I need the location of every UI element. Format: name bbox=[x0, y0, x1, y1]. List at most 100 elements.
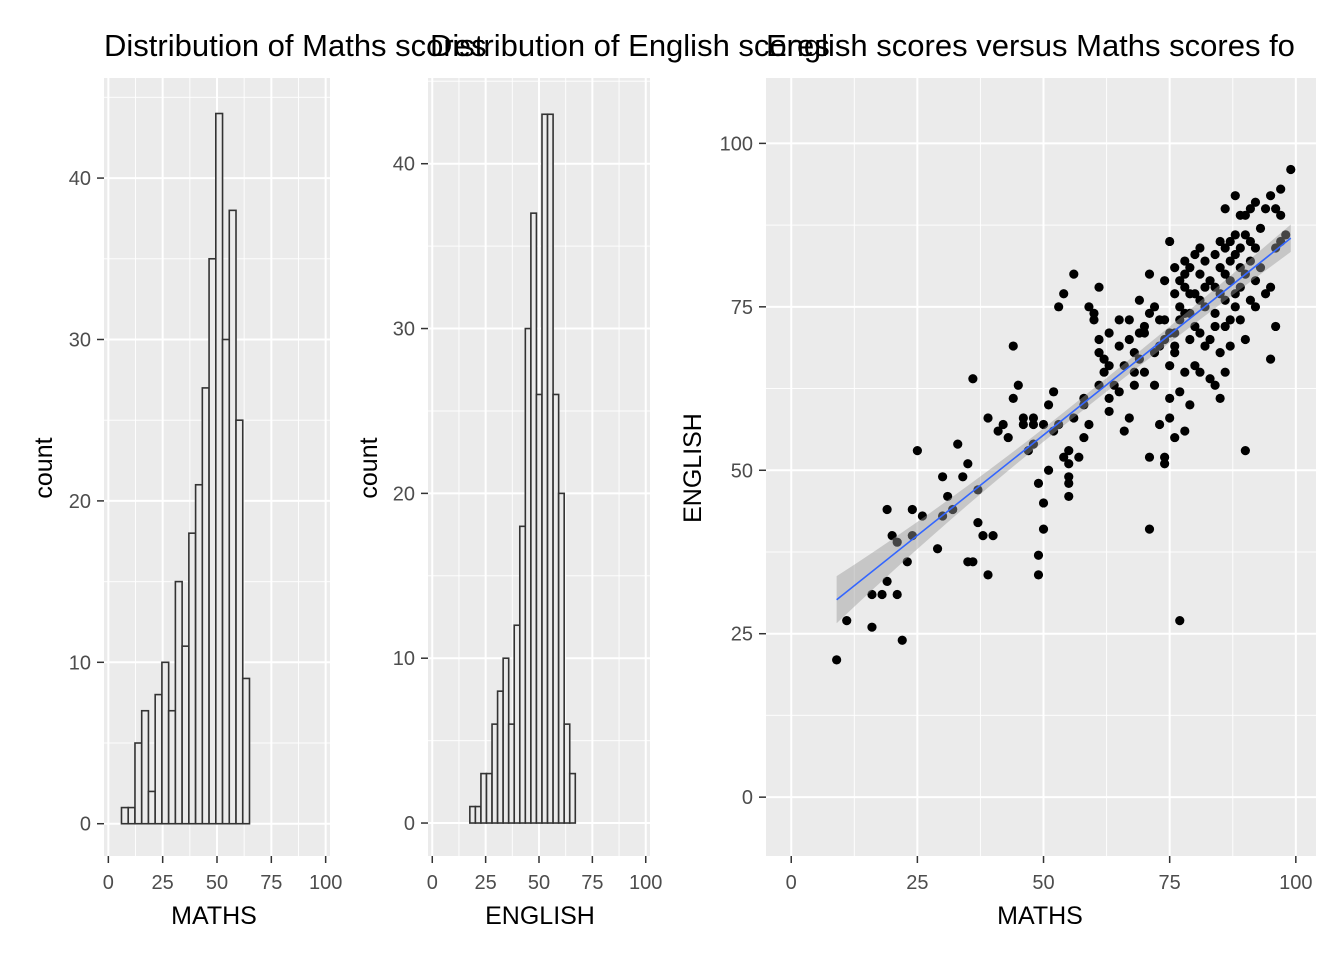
scatter-point bbox=[1240, 334, 1250, 345]
scatter-point bbox=[1225, 276, 1235, 286]
scatter-point bbox=[1049, 387, 1059, 397]
scatter-point bbox=[1160, 276, 1170, 286]
scatter-point bbox=[1170, 289, 1180, 299]
scatter-point bbox=[1165, 361, 1175, 371]
y-tick-label: 100 bbox=[720, 133, 753, 155]
scatter-point bbox=[1205, 276, 1215, 286]
scatter-point bbox=[1129, 367, 1139, 377]
scatter-point bbox=[1084, 419, 1094, 430]
scatter-point bbox=[892, 537, 902, 547]
scatter-point bbox=[998, 419, 1008, 430]
scatter-point bbox=[1165, 413, 1175, 423]
scatter-point bbox=[882, 576, 892, 587]
scatter-point bbox=[1260, 204, 1271, 214]
scatter-point bbox=[1220, 367, 1230, 377]
scatter-point bbox=[1220, 321, 1230, 332]
scatter-point bbox=[1064, 459, 1074, 469]
scatter-point bbox=[1245, 295, 1256, 305]
scatter-point bbox=[1230, 302, 1240, 312]
scatter-point bbox=[1230, 249, 1240, 260]
scatter-point bbox=[1180, 426, 1190, 436]
scatter-point bbox=[1064, 478, 1074, 488]
scatter-point bbox=[1165, 236, 1175, 247]
x-axis-title: MATHS bbox=[997, 902, 1083, 930]
english-histogram-panel: 0 25 50 75 100 0 10 20 30 40 ENGLISH count bbox=[355, 78, 662, 930]
scatter-point bbox=[1124, 413, 1134, 423]
y-tick-label: 20 bbox=[69, 491, 91, 513]
scatter-point bbox=[1245, 236, 1256, 247]
scatter-point bbox=[1195, 328, 1205, 338]
scatter-point bbox=[867, 622, 877, 632]
scatter-point bbox=[1033, 570, 1044, 580]
scatter-point bbox=[1099, 354, 1109, 364]
scatter-point bbox=[1230, 191, 1240, 201]
scatter-point bbox=[1013, 380, 1023, 390]
scatter-point bbox=[1245, 256, 1256, 266]
scatter-point bbox=[1200, 282, 1210, 292]
scatter-point bbox=[1069, 413, 1079, 423]
scatter-point bbox=[1240, 446, 1250, 456]
scatter-point bbox=[1276, 184, 1286, 194]
scatter-point bbox=[1185, 262, 1195, 273]
scatter-point bbox=[1210, 249, 1220, 260]
scatter-point bbox=[1240, 230, 1250, 240]
scatter-point bbox=[968, 557, 978, 567]
scatter-point bbox=[1175, 315, 1185, 325]
histogram-bar bbox=[557, 492, 565, 824]
scatter-point bbox=[1200, 256, 1210, 266]
scatter-point bbox=[1043, 465, 1054, 475]
x-tick-label: 100 bbox=[1279, 872, 1312, 894]
scatter-point bbox=[1205, 334, 1215, 345]
scatter-point bbox=[1175, 276, 1185, 286]
scatter-point bbox=[1250, 243, 1261, 253]
scatter-point bbox=[1054, 302, 1064, 312]
scatter-point bbox=[1170, 432, 1180, 443]
scatter-point bbox=[1215, 236, 1225, 247]
scatter-point bbox=[1038, 524, 1049, 534]
y-tick-label: 75 bbox=[731, 297, 753, 319]
x-tick-label: 75 bbox=[581, 872, 603, 894]
scatter-point bbox=[1154, 419, 1165, 430]
scatter-point bbox=[1104, 361, 1114, 371]
histogram-bar bbox=[469, 805, 477, 824]
scatter-point bbox=[1225, 236, 1235, 247]
histogram-bar bbox=[127, 806, 136, 825]
scatter-point bbox=[1200, 341, 1210, 351]
scatter-point bbox=[1144, 524, 1155, 534]
y-tick-label: 20 bbox=[393, 483, 415, 505]
scatter-point bbox=[1175, 387, 1185, 397]
scatter-point bbox=[1265, 282, 1276, 292]
histogram-bar bbox=[568, 772, 577, 824]
scatter-point bbox=[1119, 426, 1129, 436]
x-axis-title: MATHS bbox=[171, 902, 257, 930]
x-tick-label: 25 bbox=[906, 872, 928, 894]
scatter-point bbox=[1180, 269, 1190, 279]
scatter-point bbox=[1160, 315, 1170, 325]
scatter-point bbox=[1230, 230, 1240, 240]
scatter-point bbox=[1170, 341, 1180, 351]
scatter-point bbox=[1094, 380, 1104, 390]
scatter-point bbox=[1160, 452, 1170, 462]
histogram-bar bbox=[181, 645, 190, 825]
scatter-point bbox=[1220, 295, 1230, 305]
scatter-point bbox=[1018, 419, 1028, 430]
scatter-point bbox=[1149, 347, 1160, 358]
y-tick-label: 0 bbox=[80, 814, 91, 836]
histogram-bar bbox=[161, 661, 170, 825]
scatter-point bbox=[1180, 367, 1190, 377]
scatter-point bbox=[1235, 262, 1245, 273]
histogram-bar bbox=[154, 693, 163, 825]
scatter-point bbox=[1089, 315, 1099, 325]
histogram-bar bbox=[513, 624, 521, 824]
histogram-bar bbox=[530, 212, 538, 824]
scatter-point bbox=[1255, 223, 1266, 233]
scatter-point bbox=[1260, 289, 1271, 299]
scatter-point bbox=[1079, 400, 1089, 410]
scatter-point bbox=[912, 446, 922, 456]
histogram-bar bbox=[194, 483, 204, 825]
scatter-point bbox=[1003, 432, 1013, 443]
scatter-point bbox=[1124, 315, 1134, 325]
scatter-point bbox=[1195, 269, 1205, 279]
confidence-band bbox=[836, 224, 1291, 624]
scatter-point bbox=[1185, 400, 1195, 410]
